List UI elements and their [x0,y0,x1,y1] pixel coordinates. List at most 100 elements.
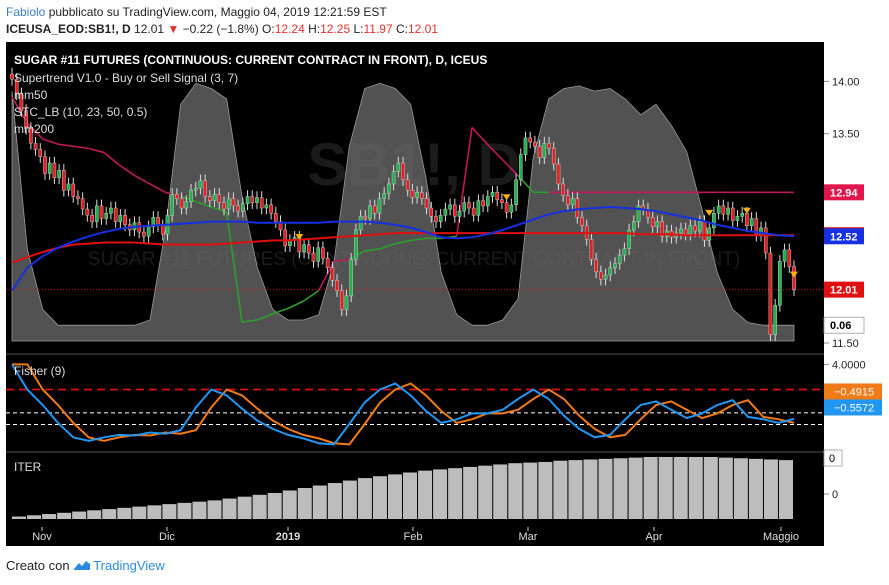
supertrend-segment [118,164,136,177]
candle-body [721,205,726,215]
fisher-value-badge [824,399,882,416]
candle-body [476,200,481,216]
iter-bar [583,459,598,519]
supertrend-segment [287,300,304,310]
candle-body [702,221,707,241]
candle-body [462,202,467,212]
candle-body [76,196,80,199]
supertrend-segment [486,143,504,161]
candle-body [599,271,603,280]
supertrend-segment [26,122,44,140]
stc-badge-text: 0.06 [830,320,851,332]
legend-stc[interactable]: STC_LB (10, 23, 50, 0.5) [14,105,148,119]
supertrend-segment [317,261,335,292]
candle-body [537,146,542,158]
sell-signal-icon [502,194,511,201]
candle-body [518,154,523,180]
author-name[interactable]: Fabiolo [6,5,46,19]
tradingview-link[interactable]: TradingView [93,558,165,573]
close-label: C: [395,22,408,36]
candle-body [566,195,570,206]
candle-body [420,192,424,199]
candle-body [660,221,664,237]
iter-bar [192,501,207,519]
symbol-header: ICEUSA_EOD:SB1!, D 12.01 ▼ −0.22 (−1.8%)… [6,22,438,36]
candle-body [236,205,240,212]
iter-bar [628,457,643,519]
supertrend-segment [57,143,74,148]
footer: Creato con TradingView [6,558,165,573]
candle-body [330,267,335,281]
candle-body [189,190,193,202]
candle-body [80,198,85,210]
candle-body [90,215,94,222]
candle-body [217,194,222,203]
iter-bar [42,514,57,519]
candle-body [14,79,19,95]
iter-badge-text: 0 [829,453,835,465]
candle-body [528,137,532,143]
candle-body [740,213,744,217]
candle-body [43,156,47,174]
candle-body [679,228,683,234]
supertrend-segment [471,126,488,145]
candle-body [306,244,311,254]
legend-mm200[interactable]: mm200 [14,122,55,136]
candle-body [123,215,127,225]
iter-bar [463,466,478,519]
iter-bar [433,469,448,519]
candle-body [467,202,471,209]
candle-body [52,162,57,178]
candle-body [142,231,146,237]
high-label: H: [308,22,321,36]
iter-bar [117,507,132,519]
iter-bar [718,457,733,519]
supertrend-segment [410,237,427,242]
iter-bar [72,511,87,519]
mm50-badge [824,228,864,245]
supertrend-segment [73,145,89,150]
legend-mm50[interactable]: mm50 [14,88,48,102]
candle-body [730,207,735,221]
high-value: 12.25 [320,22,351,36]
candle-body [387,183,391,194]
supertrend-badge [824,184,864,201]
candle-body [354,229,358,260]
candle-body [434,216,438,222]
iter-bar [357,478,372,519]
candle-body [603,274,608,280]
candle-body [500,199,504,203]
low-label: L: [353,22,364,36]
close-value: 12.01 [407,22,438,36]
iter-bar [162,504,177,519]
candle-body [85,208,90,216]
iter-bar [57,512,72,519]
mm50-line [11,205,795,292]
candle-body [438,215,443,222]
iter-bar [748,458,763,519]
candle-body [255,197,259,203]
supertrend-segment [257,312,273,321]
candle-body [542,142,547,158]
legend-iter[interactable]: ITER [14,460,42,474]
candle-body [485,196,490,207]
legend-fisher[interactable]: Fisher (9) [14,364,66,378]
candle-body [19,93,24,111]
candle-body [410,190,415,198]
candle-body [311,252,316,262]
candle-body [245,196,250,205]
iter-bar [282,490,297,519]
supertrend-segment [88,147,105,154]
candle-body [707,227,712,241]
candle-body [504,202,509,213]
candle-body [208,196,212,201]
supertrend-badge-text: 12.94 [830,187,858,199]
mm50-badge-text: 12.52 [830,231,858,243]
iter-bar [598,458,613,519]
iter-bar [613,458,628,519]
candle-body [453,204,457,217]
published-text: pubblicato su TradingView.com, Maggio 04… [48,5,387,19]
iter-tick-label: 0 [832,489,838,501]
legend-supertrend[interactable]: Supertrend V1.0 - Buy or Sell Signal (3,… [14,71,239,85]
